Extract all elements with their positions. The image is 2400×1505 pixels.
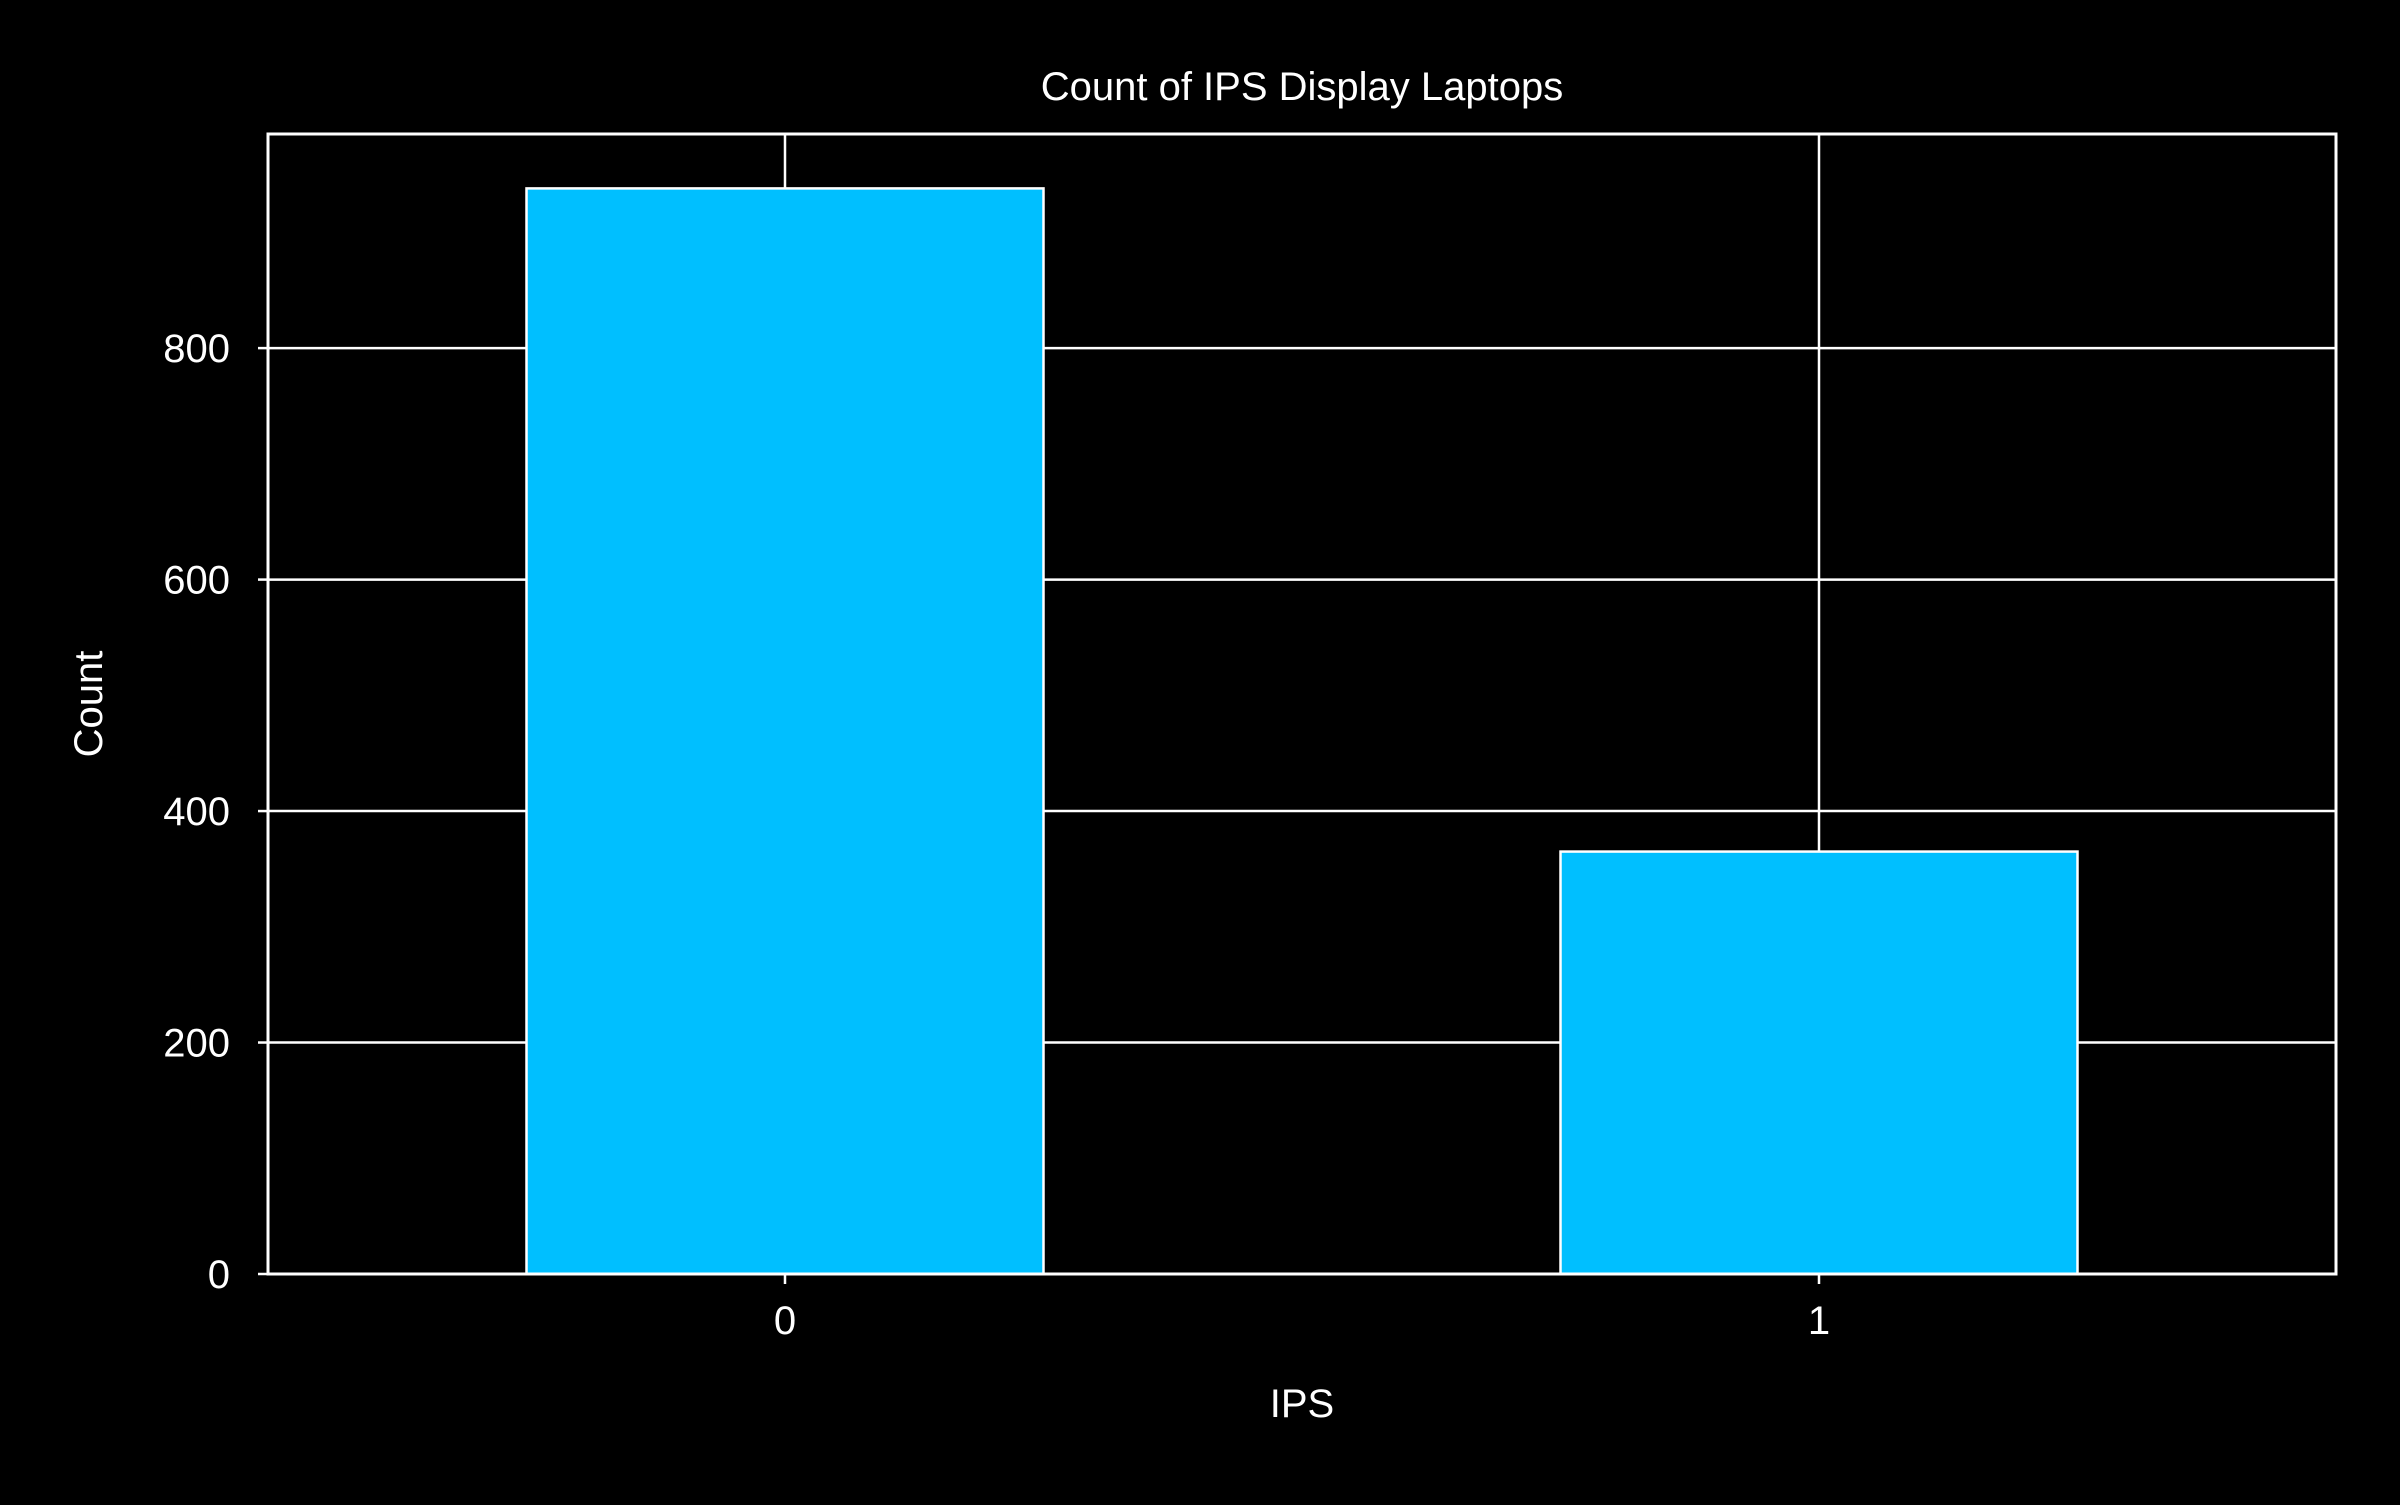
bar-0 [525,187,1045,1276]
y-axis-label: Count [67,651,111,758]
x-tick-label: 1 [1808,1299,1830,1343]
bar-1 [1559,850,2079,1276]
y-tick-label: 600 [163,559,230,603]
tick-layer: 0 200 400 600 800 0 1 [163,327,1830,1343]
y-tick-label: 800 [163,327,230,371]
x-tick-label: 0 [774,1299,796,1343]
y-tick-label: 200 [163,1022,230,1066]
chart-title: Count of IPS Display Laptops [1041,65,1564,109]
bar-layer [525,187,2079,1276]
y-tick-label: 0 [208,1253,230,1297]
x-axis-label: IPS [1270,1382,1334,1426]
plot-frame [266,132,2338,1276]
y-tick-label: 400 [163,790,230,834]
